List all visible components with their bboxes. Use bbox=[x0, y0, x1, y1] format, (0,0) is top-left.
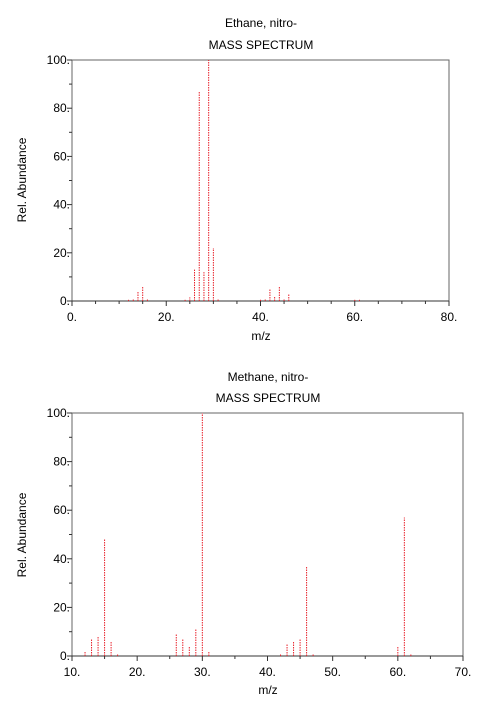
chart2-ytick-label: 20. bbox=[53, 600, 70, 614]
chart2-xtick-label: 70. bbox=[455, 665, 472, 679]
chart1-title: Ethane, nitro- bbox=[225, 16, 297, 30]
chart2-ytick-label: 0. bbox=[60, 649, 70, 663]
chart1-xtick-label: 60. bbox=[346, 310, 363, 324]
chart1-xtick-label: 80. bbox=[441, 310, 458, 324]
chart1-subtitle: MASS SPECTRUM bbox=[209, 38, 314, 52]
chart1-plot-frame bbox=[71, 59, 450, 302]
chart1-xlabel: m/z bbox=[251, 329, 270, 343]
chart2-ytick-label: 40. bbox=[53, 552, 70, 566]
chart1-xtick-label: 40. bbox=[252, 310, 269, 324]
chart2-xlabel: m/z bbox=[258, 683, 277, 697]
chart2-xtick-label: 30. bbox=[194, 665, 211, 679]
chart2-xtick-label: 60. bbox=[389, 665, 406, 679]
chart2-ytick-label: 100. bbox=[47, 406, 70, 420]
chart1-xtick-label: 0. bbox=[67, 310, 77, 324]
chart2-xtick-label: 50. bbox=[324, 665, 341, 679]
chart2-xtick-label: 40. bbox=[259, 665, 276, 679]
chart1-ytick-label: 40. bbox=[53, 198, 70, 212]
chart1-ytick-label: 60. bbox=[53, 149, 70, 163]
chart1-plot: 0. 20. 40. 60. 80. 0. 20. 40. 60. 80. 100. bbox=[47, 53, 458, 324]
chart1-ytick-label: 20. bbox=[53, 246, 70, 260]
chart1-ytick-label: 80. bbox=[53, 101, 70, 115]
chart2-ytick-label: 60. bbox=[53, 503, 70, 517]
chart1-ytick-label: 100. bbox=[47, 53, 70, 67]
chart1-xtick-label: 20. bbox=[158, 310, 175, 324]
chart2-subtitle: MASS SPECTRUM bbox=[216, 391, 321, 405]
chart2-xtick-label: 10. bbox=[64, 665, 81, 679]
chart1-ytick-label: 0. bbox=[60, 294, 70, 308]
chart2-ylabel: Rel. Abundance bbox=[15, 492, 29, 577]
chart1-ylabel: Rel. Abundance bbox=[15, 137, 29, 222]
chart2-xtick-label: 20. bbox=[129, 665, 146, 679]
chart2-ytick-label: 80. bbox=[53, 455, 70, 469]
chart2-plot: 10. 20. 30. 40. 50. 60. 70. 0. 20. 40. 60. 80. 100. bbox=[47, 406, 472, 679]
chart2-title: Methane, nitro- bbox=[228, 370, 309, 384]
